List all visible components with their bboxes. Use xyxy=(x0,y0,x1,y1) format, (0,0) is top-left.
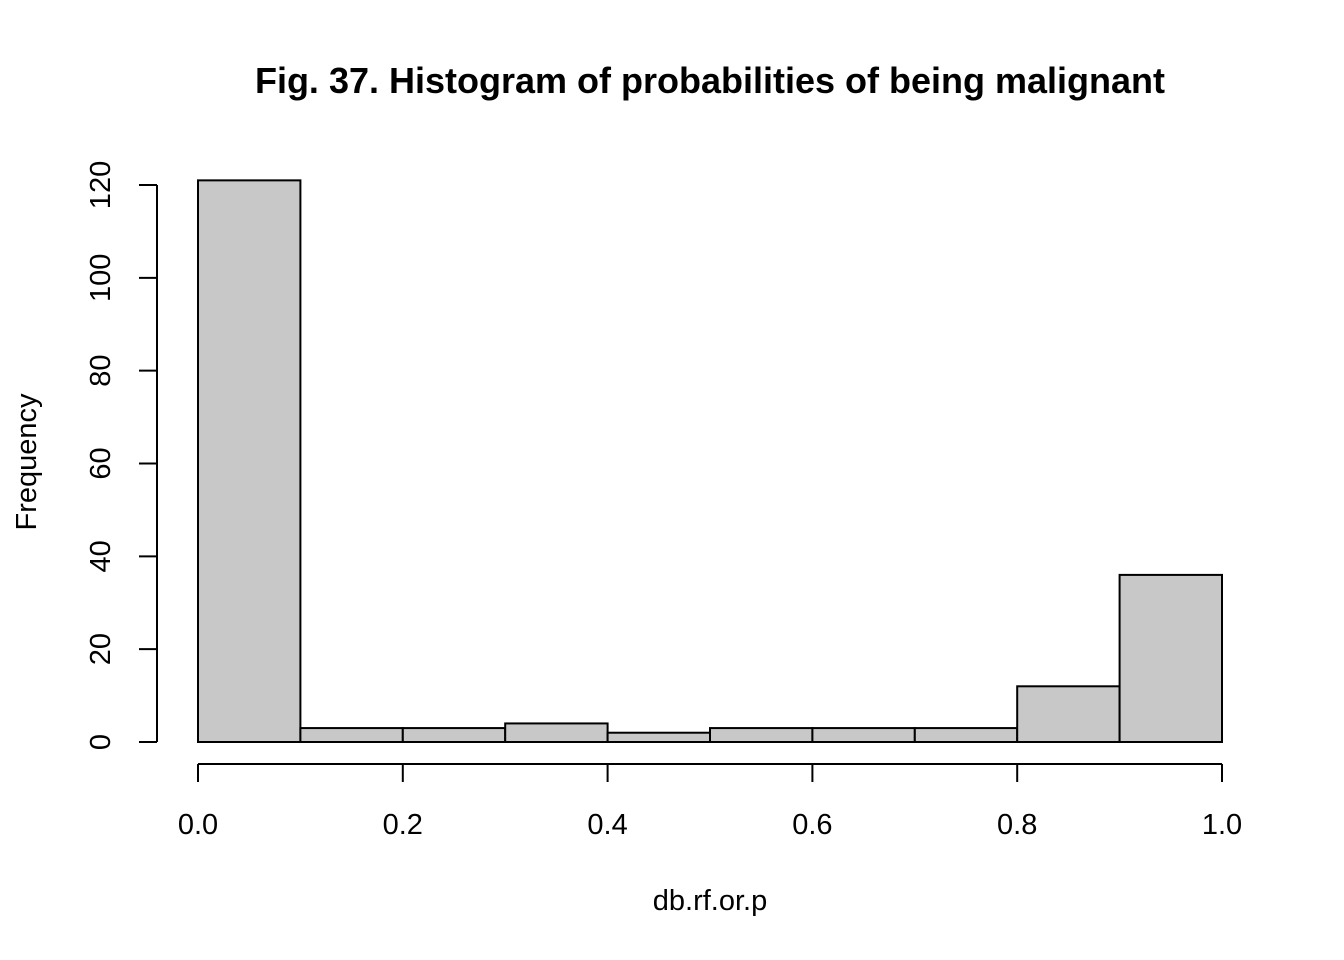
bar-4 xyxy=(606,731,711,744)
x-tick-label-2: 0.4 xyxy=(587,809,627,841)
x-tick-label-5: 1.0 xyxy=(1202,809,1242,841)
bar-1 xyxy=(299,727,404,744)
bar-2 xyxy=(401,727,507,744)
bar-7 xyxy=(913,727,1019,744)
x-tick-label-3: 0.6 xyxy=(792,809,832,841)
y-tick-label-5: 100 xyxy=(85,254,117,302)
y-tick-label-3: 60 xyxy=(85,447,117,479)
x-axis-label: db.rf.or.p xyxy=(653,885,767,917)
x-tick-label-4: 0.8 xyxy=(997,809,1037,841)
bar-0 xyxy=(197,179,302,743)
bar-5 xyxy=(709,727,814,744)
y-tick-label-1: 20 xyxy=(85,633,117,665)
x-tick-label-1: 0.2 xyxy=(383,809,423,841)
x-tick-label-0: 0.0 xyxy=(178,809,218,841)
chart-title: Fig. 37. Histogram of probabilities of b… xyxy=(255,60,1165,101)
y-tick-label-0: 0 xyxy=(85,734,117,750)
bar-8 xyxy=(1016,685,1121,743)
y-axis-label: Frequency xyxy=(11,393,43,531)
bar-6 xyxy=(811,727,916,744)
y-tick-label-6: 120 xyxy=(85,161,117,209)
bar-3 xyxy=(504,722,609,744)
y-tick-label-4: 80 xyxy=(85,355,117,387)
y-axis: 0 20 40 60 80 100 120 xyxy=(85,161,158,750)
y-tick-label-2: 40 xyxy=(85,540,117,572)
bars-group xyxy=(197,179,1223,744)
bar-9 xyxy=(1118,573,1223,744)
x-axis: 0.0 0.2 0.4 0.6 0.8 1.0 xyxy=(178,763,1242,841)
